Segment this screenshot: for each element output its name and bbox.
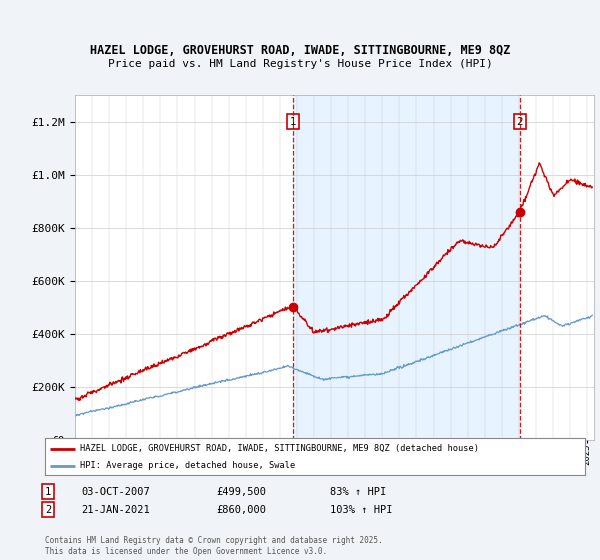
Text: 1: 1 bbox=[45, 487, 51, 497]
Text: 2: 2 bbox=[45, 505, 51, 515]
Bar bbox=[293, 95, 520, 440]
Text: £499,500: £499,500 bbox=[216, 487, 266, 497]
Text: £860,000: £860,000 bbox=[216, 505, 266, 515]
Text: Price paid vs. HM Land Registry's House Price Index (HPI): Price paid vs. HM Land Registry's House … bbox=[107, 59, 493, 69]
Text: 2: 2 bbox=[517, 116, 523, 127]
Text: 103% ↑ HPI: 103% ↑ HPI bbox=[330, 505, 392, 515]
Text: 21-JAN-2021: 21-JAN-2021 bbox=[81, 505, 150, 515]
Text: HAZEL LODGE, GROVEHURST ROAD, IWADE, SITTINGBOURNE, ME9 8QZ (detached house): HAZEL LODGE, GROVEHURST ROAD, IWADE, SIT… bbox=[80, 444, 479, 453]
Text: HPI: Average price, detached house, Swale: HPI: Average price, detached house, Swal… bbox=[80, 461, 295, 470]
Text: 03-OCT-2007: 03-OCT-2007 bbox=[81, 487, 150, 497]
Text: 1: 1 bbox=[289, 116, 296, 127]
Text: Contains HM Land Registry data © Crown copyright and database right 2025.
This d: Contains HM Land Registry data © Crown c… bbox=[45, 536, 383, 556]
Text: HAZEL LODGE, GROVEHURST ROAD, IWADE, SITTINGBOURNE, ME9 8QZ: HAZEL LODGE, GROVEHURST ROAD, IWADE, SIT… bbox=[90, 44, 510, 57]
Text: 83% ↑ HPI: 83% ↑ HPI bbox=[330, 487, 386, 497]
